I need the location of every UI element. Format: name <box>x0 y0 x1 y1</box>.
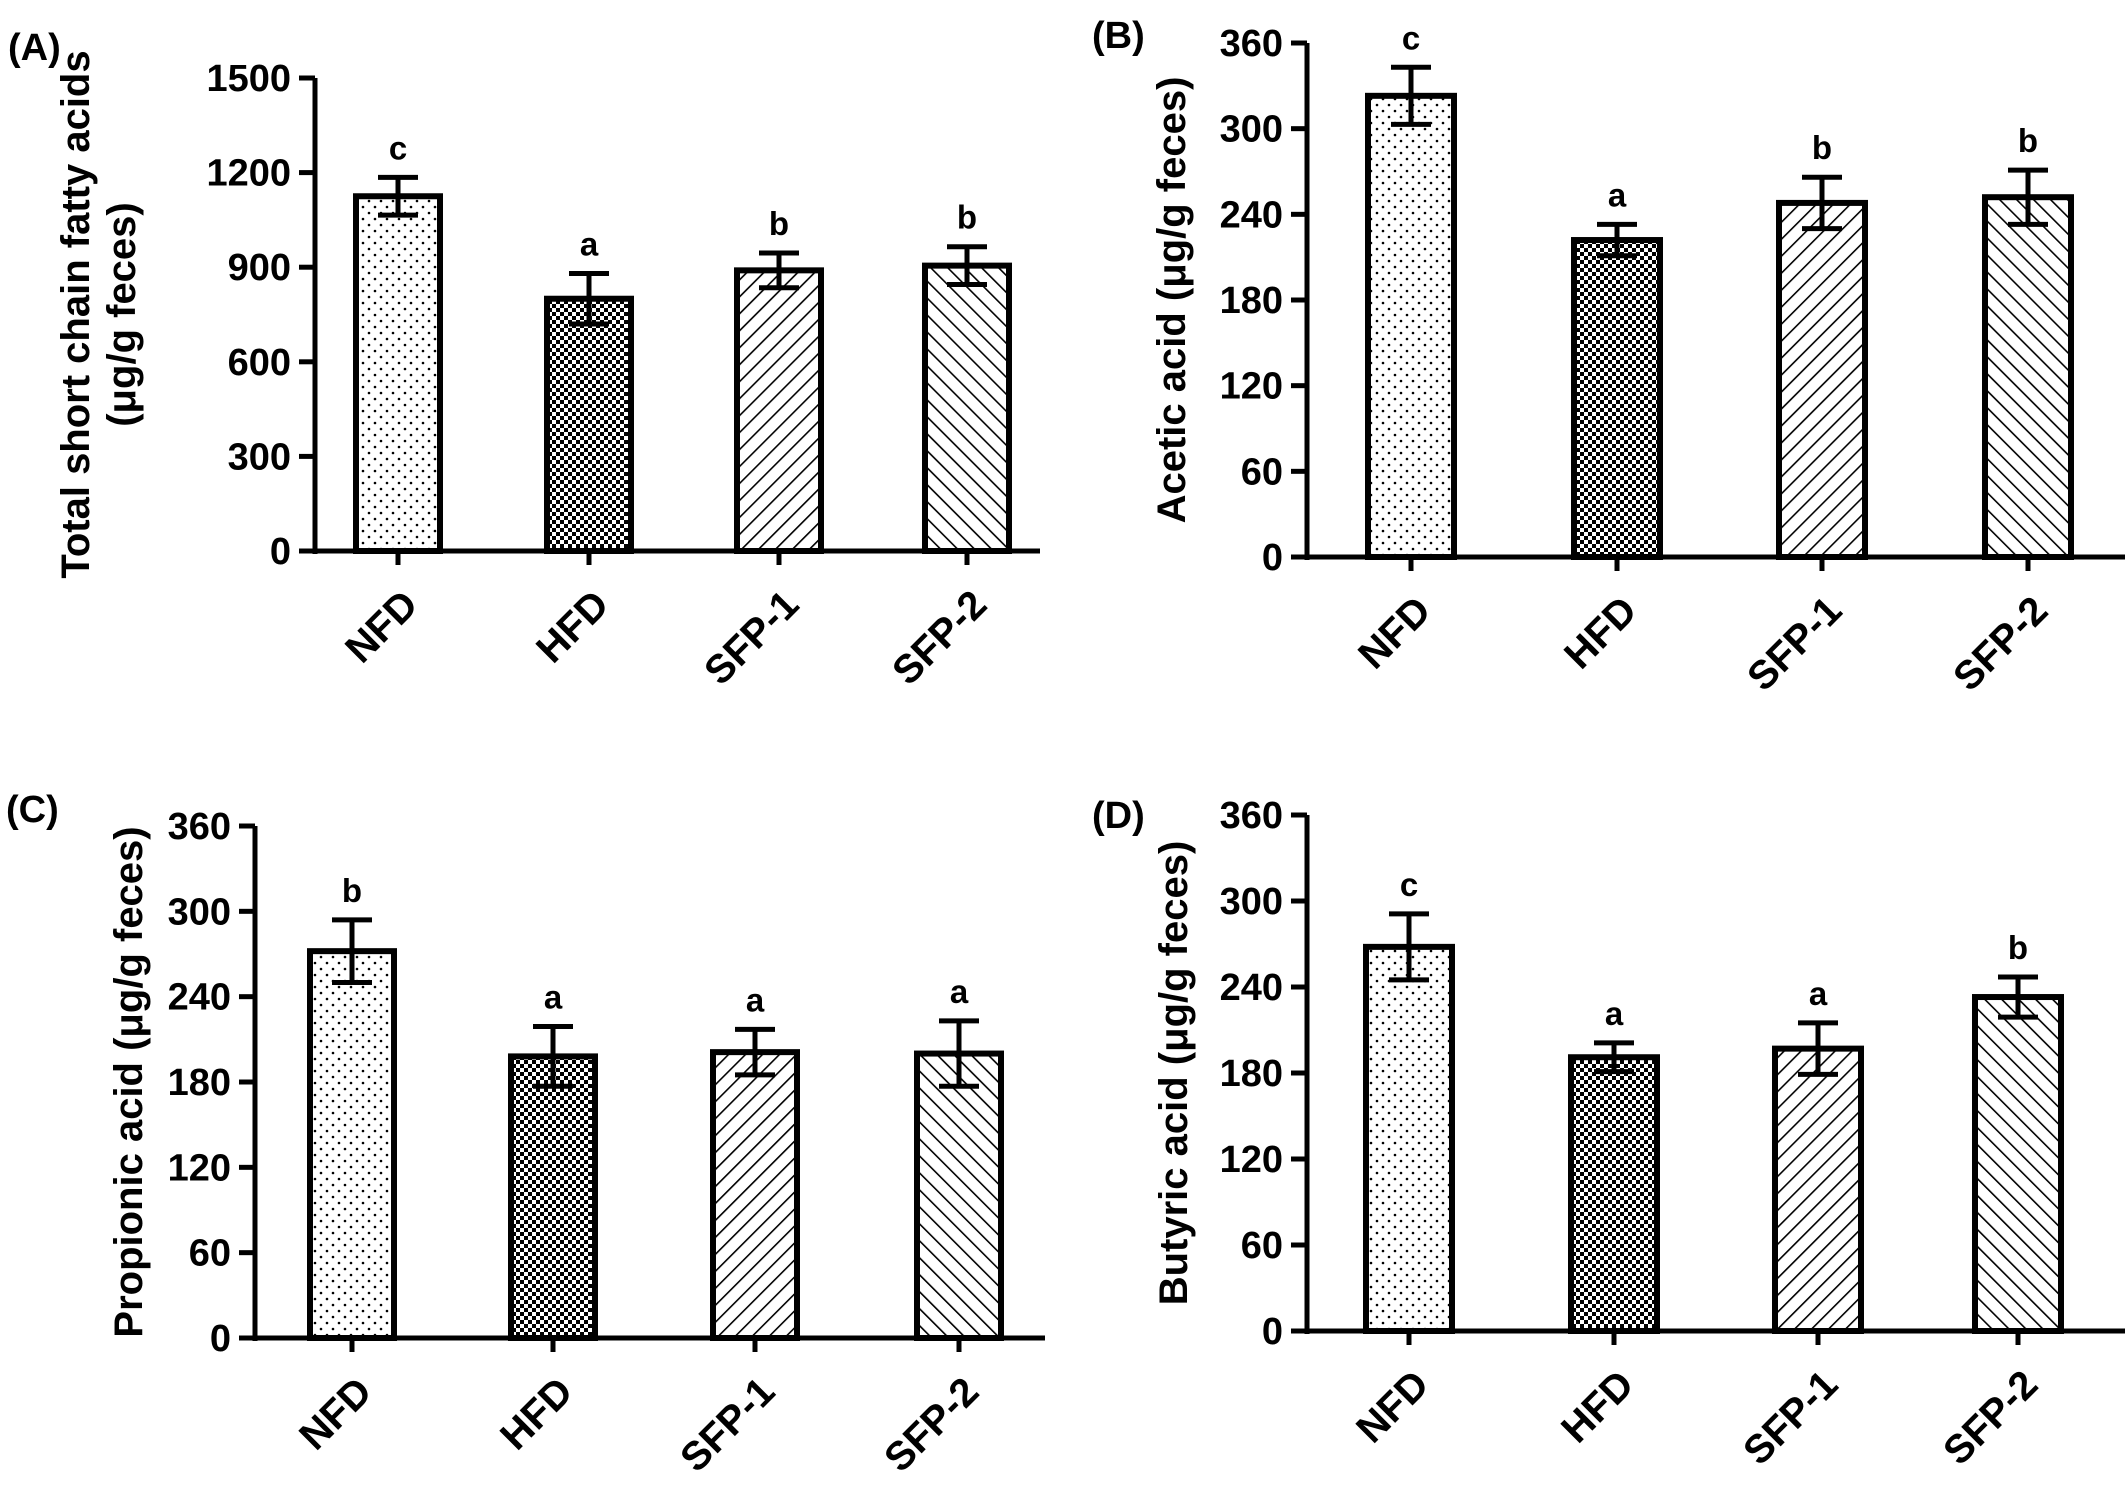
y-tick-label: 300 <box>1220 109 1283 151</box>
significance-letter: c <box>1400 866 1418 903</box>
y-tick-label: 180 <box>168 1062 231 1104</box>
significance-letter: b <box>2008 929 2028 966</box>
panel-label: (B) <box>1092 15 1145 57</box>
y-tick-label: 900 <box>228 247 291 289</box>
significance-letter: a <box>544 979 563 1016</box>
category-label: NFD <box>1350 588 1439 677</box>
significance-letter: a <box>1605 995 1624 1032</box>
y-tick-label: 120 <box>1220 366 1283 408</box>
y-tick-label: 360 <box>168 806 231 848</box>
bar-nfd <box>1365 92 1457 560</box>
panel-label: (C) <box>6 789 59 831</box>
category-label: HFD <box>1556 588 1645 677</box>
significance-letter: b <box>769 205 789 242</box>
panel-a: (A)Total short chain fatty acids (μg/g fe… <box>8 27 1040 694</box>
category-label: HFD <box>528 582 617 671</box>
bar-nfd <box>307 948 397 1342</box>
y-axis-title: Total short chain fatty acids <box>54 50 98 578</box>
significance-letter: a <box>1809 975 1828 1012</box>
bar-hfd <box>508 1053 598 1342</box>
y-tick-label: 1500 <box>206 58 291 100</box>
y-axis-title: (μg/g feces) <box>100 202 144 427</box>
category-label: SFP-1 <box>1739 588 1850 699</box>
bar-sfp-1 <box>1776 199 1868 561</box>
y-tick-label: 1200 <box>206 153 291 195</box>
bar-sfp-1 <box>1772 1045 1864 1334</box>
y-tick-label: 0 <box>210 1318 231 1360</box>
y-axis-title: Acetic acid (μg/g feces) <box>1150 77 1194 524</box>
category-label: NFD <box>291 1369 380 1458</box>
panel-b: (B)Acetic acid (μg/g feces) c NFD a HFD b SFP-… <box>1092 15 2125 700</box>
y-tick-label: 120 <box>168 1147 231 1189</box>
y-tick-label: 0 <box>1262 537 1283 579</box>
category-label: HFD <box>1553 1362 1642 1451</box>
bar-sfp-2 <box>1982 194 2074 560</box>
category-label: SFP-1 <box>1735 1362 1846 1473</box>
y-tick-label: 600 <box>228 342 291 384</box>
y-tick-label: 240 <box>168 977 231 1019</box>
category-label: SFP-1 <box>672 1369 783 1480</box>
y-tick-label: 60 <box>1241 1225 1283 1267</box>
category-label: SFP-2 <box>876 1369 987 1480</box>
y-tick-label: 180 <box>1220 1053 1283 1095</box>
significance-letter: a <box>950 973 969 1010</box>
category-label: SFP-1 <box>696 582 807 693</box>
y-tick-label: 300 <box>228 436 291 478</box>
significance-letter: a <box>580 226 599 263</box>
y-tick-label: 240 <box>1220 194 1283 236</box>
y-tick-label: 240 <box>1220 967 1283 1009</box>
y-tick-label: 300 <box>1220 881 1283 923</box>
panel-c: (C) Propionic acid (μg/g feces) b NFD a HFD a S… <box>6 789 1045 1481</box>
category-label: HFD <box>492 1369 581 1458</box>
bar-nfd <box>1363 943 1455 1334</box>
y-tick-label: 60 <box>1241 451 1283 493</box>
y-tick-label: 180 <box>1220 280 1283 322</box>
bar-hfd <box>1568 1054 1660 1334</box>
panel-label: (A) <box>8 27 61 69</box>
bar-hfd <box>544 295 634 554</box>
panel-label: (D) <box>1092 795 1145 837</box>
y-tick-label: 300 <box>168 891 231 933</box>
y-axis-title: Butyric acid (μg/g feces) <box>1152 841 1196 1306</box>
significance-letter: b <box>957 199 977 236</box>
y-tick-label: 360 <box>1220 23 1283 65</box>
y-tick-label: 360 <box>1220 795 1283 837</box>
y-axis-title: Propionic acid (μg/g feces) <box>107 826 151 1337</box>
significance-letter: c <box>389 129 407 166</box>
category-label: NFD <box>337 582 426 671</box>
bar-nfd <box>353 193 443 554</box>
y-tick-label: 0 <box>270 531 291 573</box>
y-tick-label: 0 <box>1262 1311 1283 1353</box>
significance-letter: c <box>1402 19 1420 56</box>
bar-sfp-1 <box>734 267 824 554</box>
bar-sfp-2 <box>922 262 1012 554</box>
significance-letter: b <box>2018 122 2038 159</box>
significance-letter: a <box>746 981 765 1018</box>
bar-sfp-2 <box>1972 994 2064 1334</box>
bar-hfd <box>1571 237 1663 561</box>
bar-sfp-1 <box>710 1049 800 1341</box>
significance-letter: a <box>1608 176 1627 213</box>
significance-letter: b <box>342 872 362 909</box>
panel-d: (D)Butyric acid (μg/g feces) c NFD a HFD a SFP… <box>1092 795 2125 1474</box>
category-label: SFP-2 <box>1935 1362 2046 1473</box>
y-tick-label: 60 <box>189 1233 231 1275</box>
significance-letter: b <box>1812 129 1832 166</box>
category-label: SFP-2 <box>884 582 995 693</box>
y-tick-label: 120 <box>1220 1139 1283 1181</box>
category-label: NFD <box>1348 1362 1437 1451</box>
category-label: SFP-2 <box>1945 588 2056 699</box>
bar-sfp-2 <box>914 1050 1004 1341</box>
